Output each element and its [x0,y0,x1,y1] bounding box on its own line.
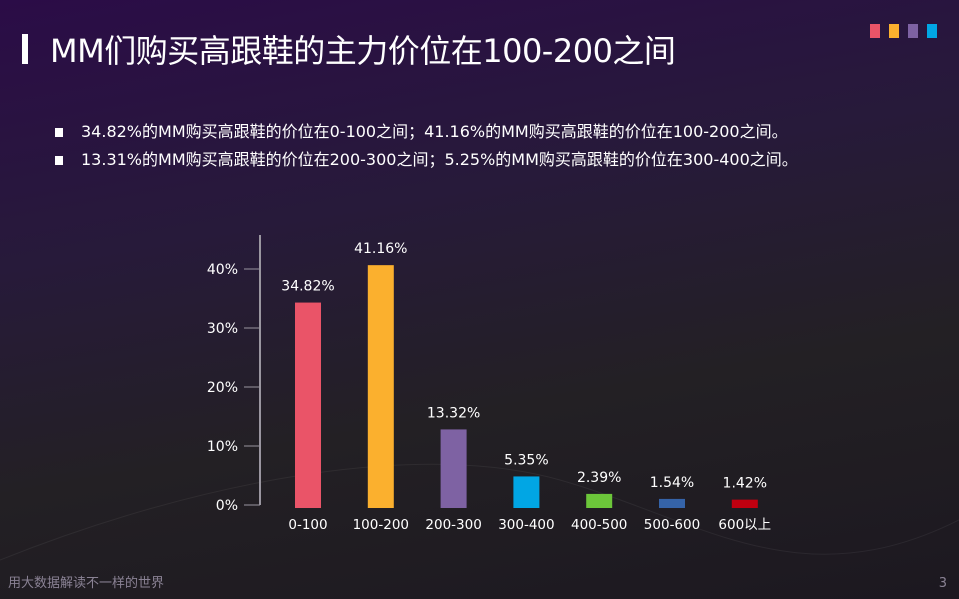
y-tick-label: 0% [216,498,238,514]
data-label: 34.82% [281,279,334,295]
y-tick-label: 40% [207,262,238,278]
bullet-icon [55,127,63,137]
decor-square [870,24,880,38]
page-number: 3 [938,576,947,591]
title-accent-bar [22,34,28,64]
bullet-icon [55,155,63,165]
x-tick-label: 0-100 [288,517,327,533]
x-tick-label: 300-400 [498,517,554,533]
bar [731,499,758,508]
decor-square [908,24,918,38]
data-label: 41.16% [354,241,407,257]
y-tick-label: 30% [207,321,238,337]
bar [367,265,394,508]
bar [513,476,540,508]
page-title: MM们购买高跟鞋的主力价位在100-200之间 [50,32,676,70]
bar [586,493,613,508]
y-tick-label: 20% [207,380,238,396]
data-label: 13.32% [427,405,480,421]
summary-item: 34.82%的MM购买高跟鞋的价位在0-100之间；41.16%的MM购买高跟鞋… [55,118,798,146]
y-tick-label: 10% [207,439,238,455]
decor-square [889,24,899,38]
data-label: 5.35% [504,452,548,468]
summary-list: 34.82%的MM购买高跟鞋的价位在0-100之间；41.16%的MM购买高跟鞋… [55,118,798,174]
data-label: 1.54% [650,475,694,491]
decor-curve [0,463,959,561]
decor-square [927,24,937,38]
x-tick-label: 400-500 [571,517,627,533]
bar [659,498,685,508]
x-tick-label: 500-600 [644,517,700,533]
bar [295,302,321,508]
data-label: 2.39% [577,470,621,486]
summary-text: 34.82%的MM购买高跟鞋的价位在0-100之间；41.16%的MM购买高跟鞋… [81,122,788,141]
bar [440,429,467,508]
footer-slogan: 用大数据解读不一样的世界 [8,576,165,591]
data-label: 1.42% [723,476,767,492]
summary-text: 13.31%的MM购买高跟鞋的价位在200-300之间；5.25%的MM购买高跟… [81,150,798,169]
x-tick-label: 100-200 [353,517,409,533]
x-tick-label: 200-300 [425,517,481,533]
summary-item: 13.31%的MM购买高跟鞋的价位在200-300之间；5.25%的MM购买高跟… [55,146,798,174]
x-tick-label: 600以上 [718,517,771,533]
